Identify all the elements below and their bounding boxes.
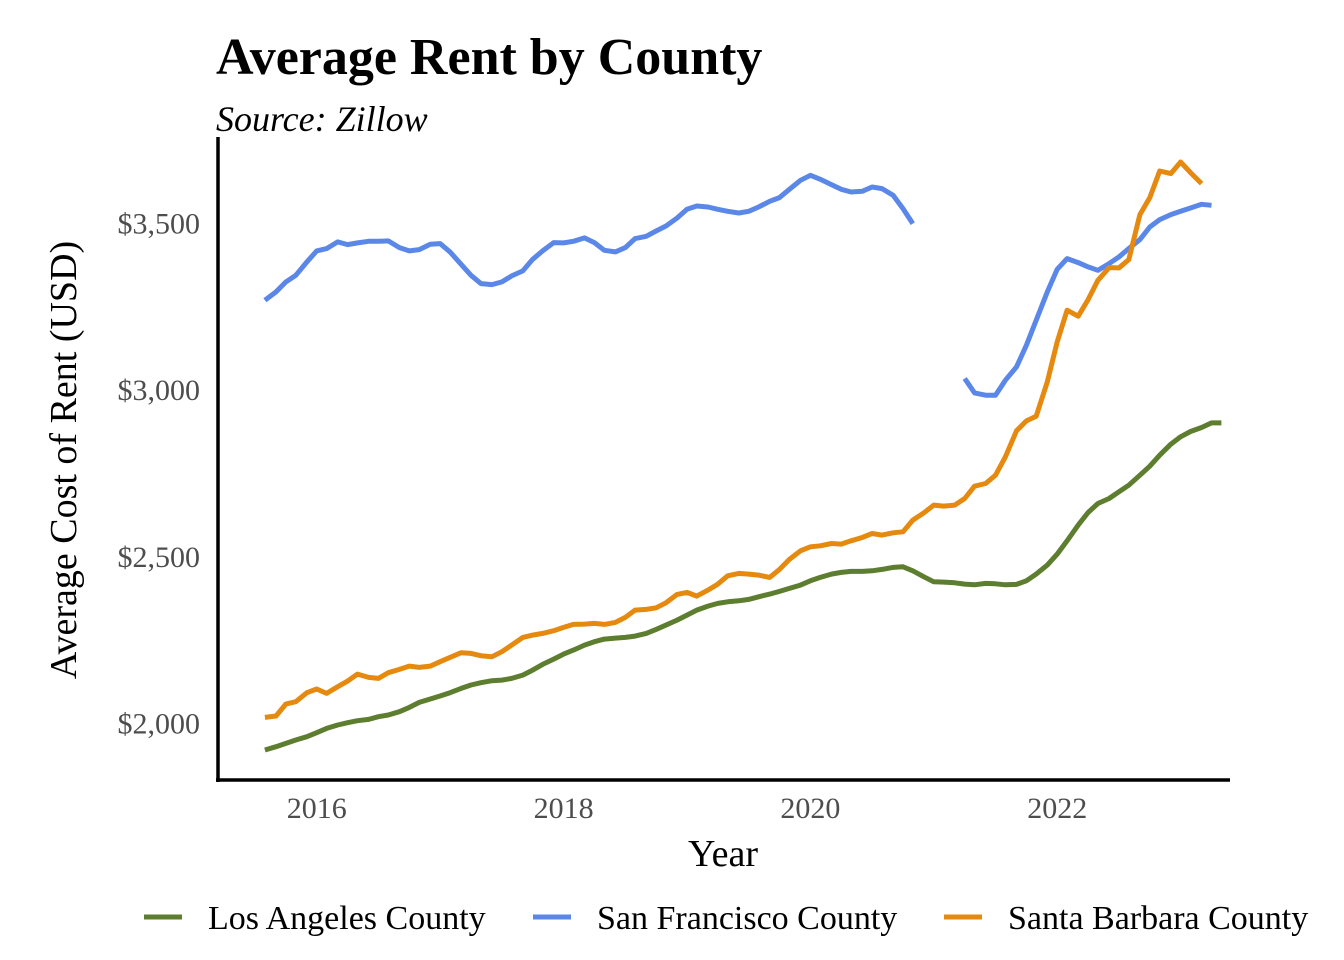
x-axis-label: Year	[688, 833, 758, 875]
chart-title: Average Rent by County	[216, 29, 762, 86]
x-tick-label: 2022	[1027, 792, 1087, 825]
legend-label: Santa Barbara County	[1008, 900, 1308, 937]
legend: Los Angeles County San Francisco County Sa…	[144, 900, 1308, 937]
legend-item: San Francisco County	[533, 900, 897, 937]
y-tick-label: $2,000	[118, 707, 201, 740]
y-tick-label: $2,500	[118, 541, 201, 574]
plot-area	[263, 159, 1222, 753]
y-axis-label: Average Cost of Rent (USD)	[43, 241, 85, 679]
series-line-santa-barbara-county	[264, 159, 1204, 720]
x-tick-label: 2018	[534, 792, 594, 825]
y-tick-label: $3,500	[118, 208, 201, 241]
x-tick-label: 2020	[780, 792, 840, 825]
series-line-san-francisco-county	[263, 172, 1212, 398]
x-tick-label: 2016	[287, 792, 347, 825]
chart-subtitle: Source: Zillow	[216, 99, 428, 139]
legend-item: Los Angeles County	[144, 900, 486, 937]
y-tick-label: $3,000	[118, 374, 201, 407]
legend-label: San Francisco County	[597, 900, 897, 937]
series-line-los-angeles-county	[264, 420, 1222, 753]
legend-label: Los Angeles County	[208, 900, 486, 937]
legend-item: Santa Barbara County	[944, 900, 1308, 937]
axis-ticks: 2016 2018 2020 2022 $2,000 $2,500 $3,000 $3,500	[118, 208, 1088, 825]
